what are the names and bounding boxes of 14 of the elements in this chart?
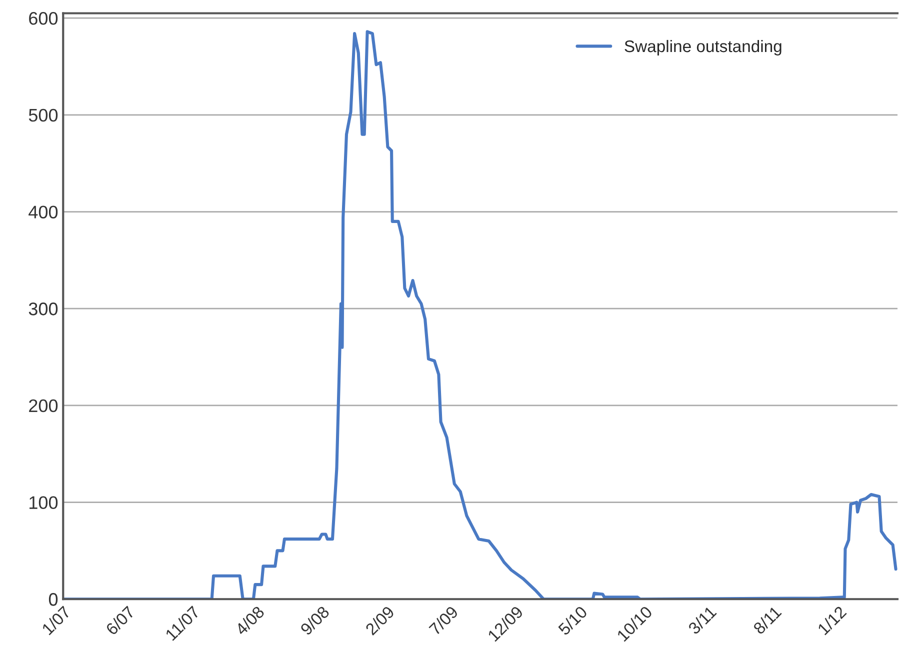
x-tick-label: 3/11 — [687, 605, 717, 635]
y-tick-label: 500 — [28, 108, 58, 122]
y-tick-label: 300 — [28, 302, 58, 316]
y-tick-label: 200 — [29, 399, 58, 412]
y-tick-label: 400 — [28, 206, 58, 218]
x-tick-label: 5/10 — [557, 605, 588, 636]
x-tick-label: 7/09 — [428, 605, 459, 636]
x-tick-label: 8/11 — [752, 605, 782, 635]
legend-label: Swapline outstanding — [624, 40, 782, 56]
x-tick-label: 9/08 — [299, 605, 330, 636]
y-tick-label: 0 — [48, 593, 58, 606]
y-tick-label: 600 — [29, 12, 58, 25]
x-tick-label: 4/08 — [234, 605, 266, 636]
y-tick-label: 100 — [30, 496, 58, 509]
